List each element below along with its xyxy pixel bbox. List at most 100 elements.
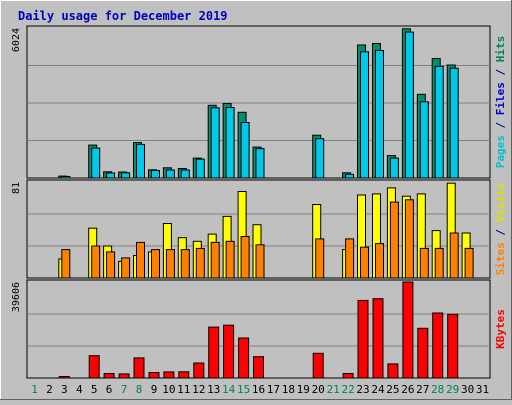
bar-sites-day-22 (345, 238, 355, 279)
bar-files-day-10 (165, 169, 175, 179)
bar-kbytes-day-9 (148, 372, 160, 379)
x-tick-label-day-19: 19 (297, 383, 310, 396)
x-tick-label-day-25: 25 (386, 383, 399, 396)
y-axis-series-label-part: Sites (494, 242, 507, 275)
bar-sites-day-3 (61, 249, 71, 279)
bar-files-day-28 (434, 65, 444, 179)
y-axis-series-label-part: Visits (494, 183, 507, 223)
bar-kbytes-day-8 (133, 357, 145, 379)
bar-files-day-23 (360, 51, 369, 179)
bar-sites-day-7 (121, 257, 131, 279)
bar-files-day-11 (180, 169, 190, 179)
x-tick-label-day-2: 2 (46, 383, 53, 396)
bar-files-day-26 (404, 31, 414, 179)
bar-kbytes-day-7 (118, 373, 130, 379)
bar-sites-day-15 (240, 236, 250, 279)
bar-kbytes-day-28 (432, 312, 444, 379)
bar-kbytes-day-3 (58, 376, 70, 379)
bar-kbytes-day-20 (312, 352, 324, 379)
bar-files-day-27 (419, 101, 429, 179)
bar-kbytes-day-29 (447, 313, 459, 379)
x-tick-label-day-4: 4 (76, 383, 83, 396)
bar-files-day-9 (151, 170, 160, 179)
bar-files-day-5 (91, 147, 101, 179)
bar-sites-day-13 (210, 241, 220, 279)
bar-files-day-7 (121, 172, 131, 179)
bar-files-day-29 (449, 67, 459, 179)
y-axis-max-label: 39606 (11, 282, 22, 312)
bar-files-day-8 (136, 143, 145, 179)
bar-kbytes-day-10 (163, 371, 175, 379)
bar-sites-day-6 (106, 251, 116, 279)
x-tick-label-day-31: 31 (476, 383, 489, 396)
bar-sites-day-24 (375, 243, 384, 279)
bar-files-day-15 (240, 122, 250, 179)
bar-kbytes-day-13 (208, 326, 220, 379)
bar-files-day-20 (315, 138, 325, 179)
y-axis-series-label: Sites / Visits (494, 183, 507, 276)
bar-sites-day-5 (91, 245, 101, 279)
bar-kbytes-day-27 (417, 327, 429, 379)
bar-kbytes-day-6 (103, 373, 115, 379)
bar-kbytes-day-14 (223, 324, 235, 379)
bar-files-day-3 (61, 176, 71, 179)
bar-sites-day-8 (136, 241, 145, 279)
x-tick-label-day-17: 17 (267, 383, 280, 396)
x-tick-label-day-11: 11 (177, 383, 190, 396)
chart-title: Daily usage for December 2019 (18, 9, 228, 23)
bar-files-day-12 (195, 158, 205, 179)
bar-sites-day-14 (225, 240, 235, 279)
y-axis-max-label: 81 (11, 182, 22, 194)
x-tick-label-day-8: 8 (136, 383, 143, 396)
bar-files-day-13 (210, 107, 220, 179)
bar-sites-day-10 (165, 249, 175, 279)
bar-kbytes-day-11 (178, 371, 190, 379)
bar-files-day-6 (106, 172, 116, 179)
x-tick-label-day-30: 30 (461, 383, 474, 396)
y-axis-series-label: KBytes (494, 309, 507, 349)
x-tick-label-day-20: 20 (312, 383, 325, 396)
bar-sites-day-16 (255, 244, 265, 279)
bar-sites-day-29 (449, 232, 459, 279)
x-tick-label-day-27: 27 (416, 383, 429, 396)
bar-sites-day-30 (464, 247, 474, 279)
x-tick-label-day-5: 5 (91, 383, 98, 396)
y-axis-series-label-part: / (494, 222, 507, 242)
y-axis-series-label-part: Hits (494, 36, 507, 63)
bar-sites-day-25 (389, 201, 399, 279)
x-tick-label-day-6: 6 (106, 383, 113, 396)
bar-kbytes-day-23 (357, 299, 369, 379)
x-tick-label-day-29: 29 (446, 383, 459, 396)
bar-files-day-16 (255, 148, 265, 179)
bar-kbytes-day-15 (238, 337, 250, 379)
x-tick-label-day-21: 21 (327, 383, 340, 396)
bar-kbytes-day-22 (342, 373, 354, 379)
y-axis-series-label-part: / (494, 115, 507, 135)
y-axis-series-label-part: / (494, 62, 507, 82)
bar-kbytes-day-24 (372, 298, 384, 379)
bar-files-day-22 (345, 173, 355, 179)
bar-sites-day-23 (360, 246, 369, 279)
bar-files-day-24 (375, 50, 384, 179)
bar-sites-day-26 (404, 199, 414, 279)
bar-sites-day-28 (434, 247, 444, 279)
x-tick-label-day-10: 10 (162, 383, 175, 396)
x-tick-label-day-16: 16 (252, 383, 265, 396)
x-tick-label-day-23: 23 (356, 383, 369, 396)
x-tick-label-day-18: 18 (282, 383, 295, 396)
bar-files-day-14 (225, 107, 235, 179)
bar-kbytes-day-25 (387, 363, 399, 379)
bar-sites-day-20 (315, 238, 325, 279)
x-tick-label-day-9: 9 (151, 383, 158, 396)
bar-sites-day-27 (419, 247, 429, 279)
bar-kbytes-day-16 (253, 356, 264, 379)
bar-kbytes-day-26 (402, 281, 414, 379)
x-tick-label-day-22: 22 (341, 383, 354, 396)
y-axis-series-label: Pages / Files / Hits (494, 36, 507, 169)
bar-files-day-25 (389, 157, 399, 179)
y-axis-series-label-part: Files (494, 82, 507, 115)
x-tick-label-day-28: 28 (431, 383, 444, 396)
x-tick-label-day-13: 13 (207, 383, 220, 396)
